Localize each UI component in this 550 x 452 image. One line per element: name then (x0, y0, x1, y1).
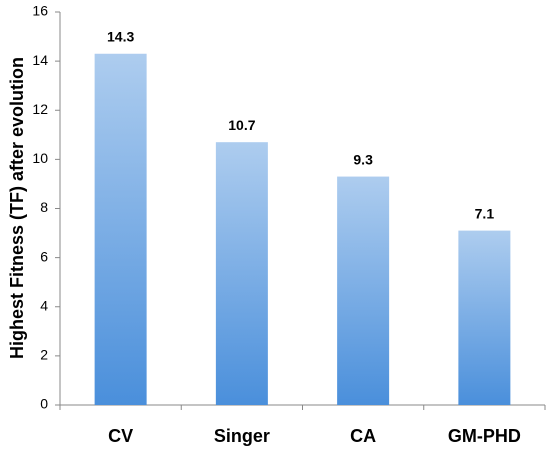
y-tick-label: 10 (32, 150, 48, 166)
x-tick-label: GM-PHD (448, 426, 521, 446)
y-axis-label: Highest Fitness (TF) after evolution (7, 57, 27, 359)
y-tick-label: 12 (32, 101, 48, 117)
data-label: 7.1 (475, 205, 495, 221)
y-tick-label: 2 (40, 347, 48, 363)
y-tick-label: 6 (40, 248, 48, 264)
bar (458, 230, 511, 405)
bar (94, 53, 147, 405)
x-tick-label: Singer (214, 426, 270, 446)
x-tick-label: CA (350, 426, 376, 446)
data-label: 9.3 (353, 151, 373, 167)
y-tick-label: 8 (40, 199, 48, 215)
y-tick-label: 4 (40, 297, 48, 313)
x-tick-label: CV (108, 426, 133, 446)
bar (215, 142, 268, 405)
y-tick-label: 16 (32, 3, 48, 19)
data-label: 14.3 (107, 28, 134, 44)
y-tick-label: 0 (40, 396, 48, 412)
y-tick-label: 14 (32, 52, 48, 68)
bar (337, 176, 390, 405)
data-label: 10.7 (228, 117, 255, 133)
